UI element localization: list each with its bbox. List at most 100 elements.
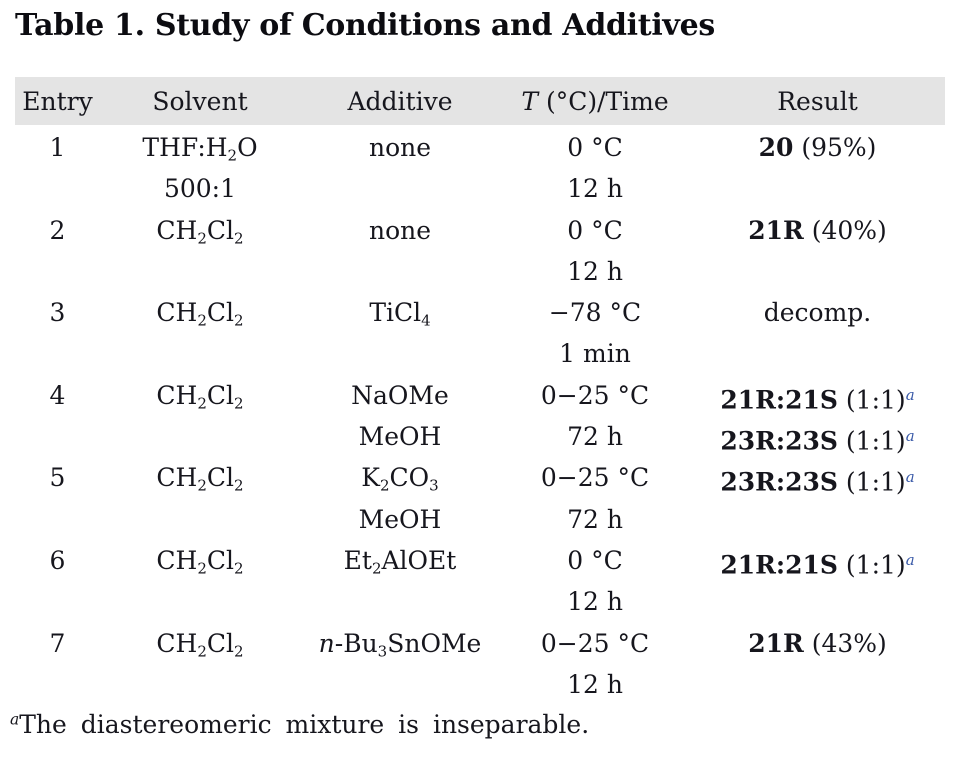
footnote-link-a[interactable]: a	[905, 468, 915, 487]
cell-temp-time: −78 °C 1 min	[500, 292, 690, 375]
text-segment: 2	[49, 215, 66, 245]
text-segment: 0−25 °C	[540, 463, 650, 493]
cell-entry: 7	[15, 623, 100, 706]
cell-line: 3	[15, 292, 100, 333]
text-segment: (1:1)	[837, 550, 906, 580]
cell-temp-time: 0−25 °C 12 h	[500, 623, 690, 706]
cell-entry: 2	[15, 210, 100, 293]
text-segment: 3	[49, 298, 66, 328]
table-row: 2 CH2Cl2 none 0 °C 12 h 21R (40%)	[15, 210, 945, 293]
cell-line	[15, 251, 100, 292]
text-segment: 0 °C	[567, 545, 623, 575]
text-segment: 21R:21S	[720, 550, 838, 580]
text-segment: 0 °C	[567, 215, 623, 245]
text-segment: (1:1)	[837, 467, 906, 497]
text-segment: 2	[234, 311, 244, 330]
cell-result: 21R (40%)	[690, 210, 945, 293]
text-segment: Cl	[206, 298, 235, 328]
text-segment: 21R:21S	[720, 385, 838, 415]
table-title: Table 1. Study of Conditions and Additiv…	[15, 8, 715, 43]
cell-line: CH2Cl2	[100, 457, 300, 498]
text-segment: 4	[421, 311, 431, 330]
cell-line	[690, 664, 945, 705]
text-segment: 12 h	[567, 256, 623, 286]
cell-result: decomp.	[690, 292, 945, 375]
text-segment: Entry	[22, 86, 93, 116]
cell-line: 12 h	[500, 664, 690, 705]
text-segment: 12 h	[567, 669, 623, 699]
cell-line	[100, 333, 300, 374]
text-segment: 2	[234, 642, 244, 661]
cell-temp-time: 0−25 °C 72 h	[500, 375, 690, 458]
cell-line: 4	[15, 375, 100, 416]
cell-line: 12 h	[500, 581, 690, 622]
text-segment: TiCl	[369, 298, 422, 328]
cell-entry: 5	[15, 457, 100, 540]
text-segment: 3	[429, 476, 439, 495]
cell-additive: n-Bu3SnOMe	[300, 623, 500, 706]
cell-line	[690, 251, 945, 292]
cell-line: 23R:23S (1:1)a	[690, 457, 945, 498]
text-segment: 2	[379, 476, 390, 495]
cell-line	[300, 664, 500, 705]
cell-line: n-Bu3SnOMe	[300, 623, 500, 664]
cell-additive: none	[300, 127, 500, 210]
text-segment: 3	[377, 642, 388, 661]
footnote-link-a[interactable]: a	[905, 385, 915, 404]
text-segment: 4	[49, 380, 66, 410]
cell-result: 21R (43%)	[690, 623, 945, 706]
text-segment: Result	[777, 86, 858, 116]
cell-line: TiCl4	[300, 292, 500, 333]
text-segment: (°C)/Time	[538, 86, 669, 116]
text-segment: CO	[389, 463, 430, 493]
cell-line: −78 °C	[500, 292, 690, 333]
footnote-link-a[interactable]: a	[905, 427, 915, 446]
cell-line	[300, 333, 500, 374]
text-segment: (1:1)	[837, 426, 906, 456]
cell-result: 21R:21S (1:1)a 23R:23S (1:1)a	[690, 375, 945, 458]
text-segment: 2	[234, 394, 244, 413]
text-segment: THF:H	[142, 133, 228, 162]
cell-solvent: CH2Cl2	[100, 623, 300, 706]
table-row: 5 CH2Cl2 K2CO3 MeOH 0−25 °C 72 h 23R:23S (1:1)…	[15, 457, 945, 540]
text-segment: Solvent	[152, 86, 248, 116]
cell-solvent: CH2Cl2	[100, 292, 300, 375]
cell-line: 21R (40%)	[690, 210, 945, 251]
cell-line: 20 (95%)	[690, 127, 945, 168]
text-segment: (1:1)	[837, 385, 906, 415]
cell-line	[300, 251, 500, 292]
text-segment: 12 h	[567, 587, 623, 617]
text-segment: none	[368, 133, 432, 162]
text-segment: Cl	[206, 463, 235, 493]
table-body: 1 THF:H2O 500:1 none 0 °C 12 h 20 (95%) 2 CH2Cl2…	[15, 127, 945, 705]
cell-line	[15, 168, 100, 209]
cell-line: 23R:23S (1:1)a	[690, 416, 945, 457]
footnote-link-a[interactable]: a	[905, 550, 915, 569]
cell-line: 0 °C	[500, 210, 690, 251]
cell-line: 21R:21S (1:1)a	[690, 375, 945, 416]
cell-additive: none	[300, 210, 500, 293]
header-cell-additive: Additive	[300, 87, 500, 116]
cell-line: CH2Cl2	[100, 292, 300, 333]
text-segment: 23R:23S	[720, 426, 838, 456]
text-segment: 6	[49, 545, 66, 575]
cell-entry: 4	[15, 375, 100, 458]
cell-line: 6	[15, 540, 100, 581]
text-segment: 1 min	[559, 339, 631, 369]
cell-additive: NaOMe MeOH	[300, 375, 500, 458]
text-segment: CH	[156, 215, 198, 245]
cell-solvent: THF:H2O 500:1	[100, 127, 300, 210]
cell-solvent: CH2Cl2	[100, 375, 300, 458]
text-segment: 21R	[748, 215, 804, 245]
cell-line	[15, 581, 100, 622]
cell-line	[690, 333, 945, 374]
text-segment: Cl	[206, 380, 235, 410]
text-segment: 12 h	[567, 174, 623, 204]
text-segment: 2	[197, 642, 207, 661]
cell-line	[100, 581, 300, 622]
header-cell-solvent: Solvent	[100, 87, 300, 116]
cell-line	[100, 416, 300, 457]
cell-line	[15, 664, 100, 705]
text-segment: CH	[156, 380, 198, 410]
